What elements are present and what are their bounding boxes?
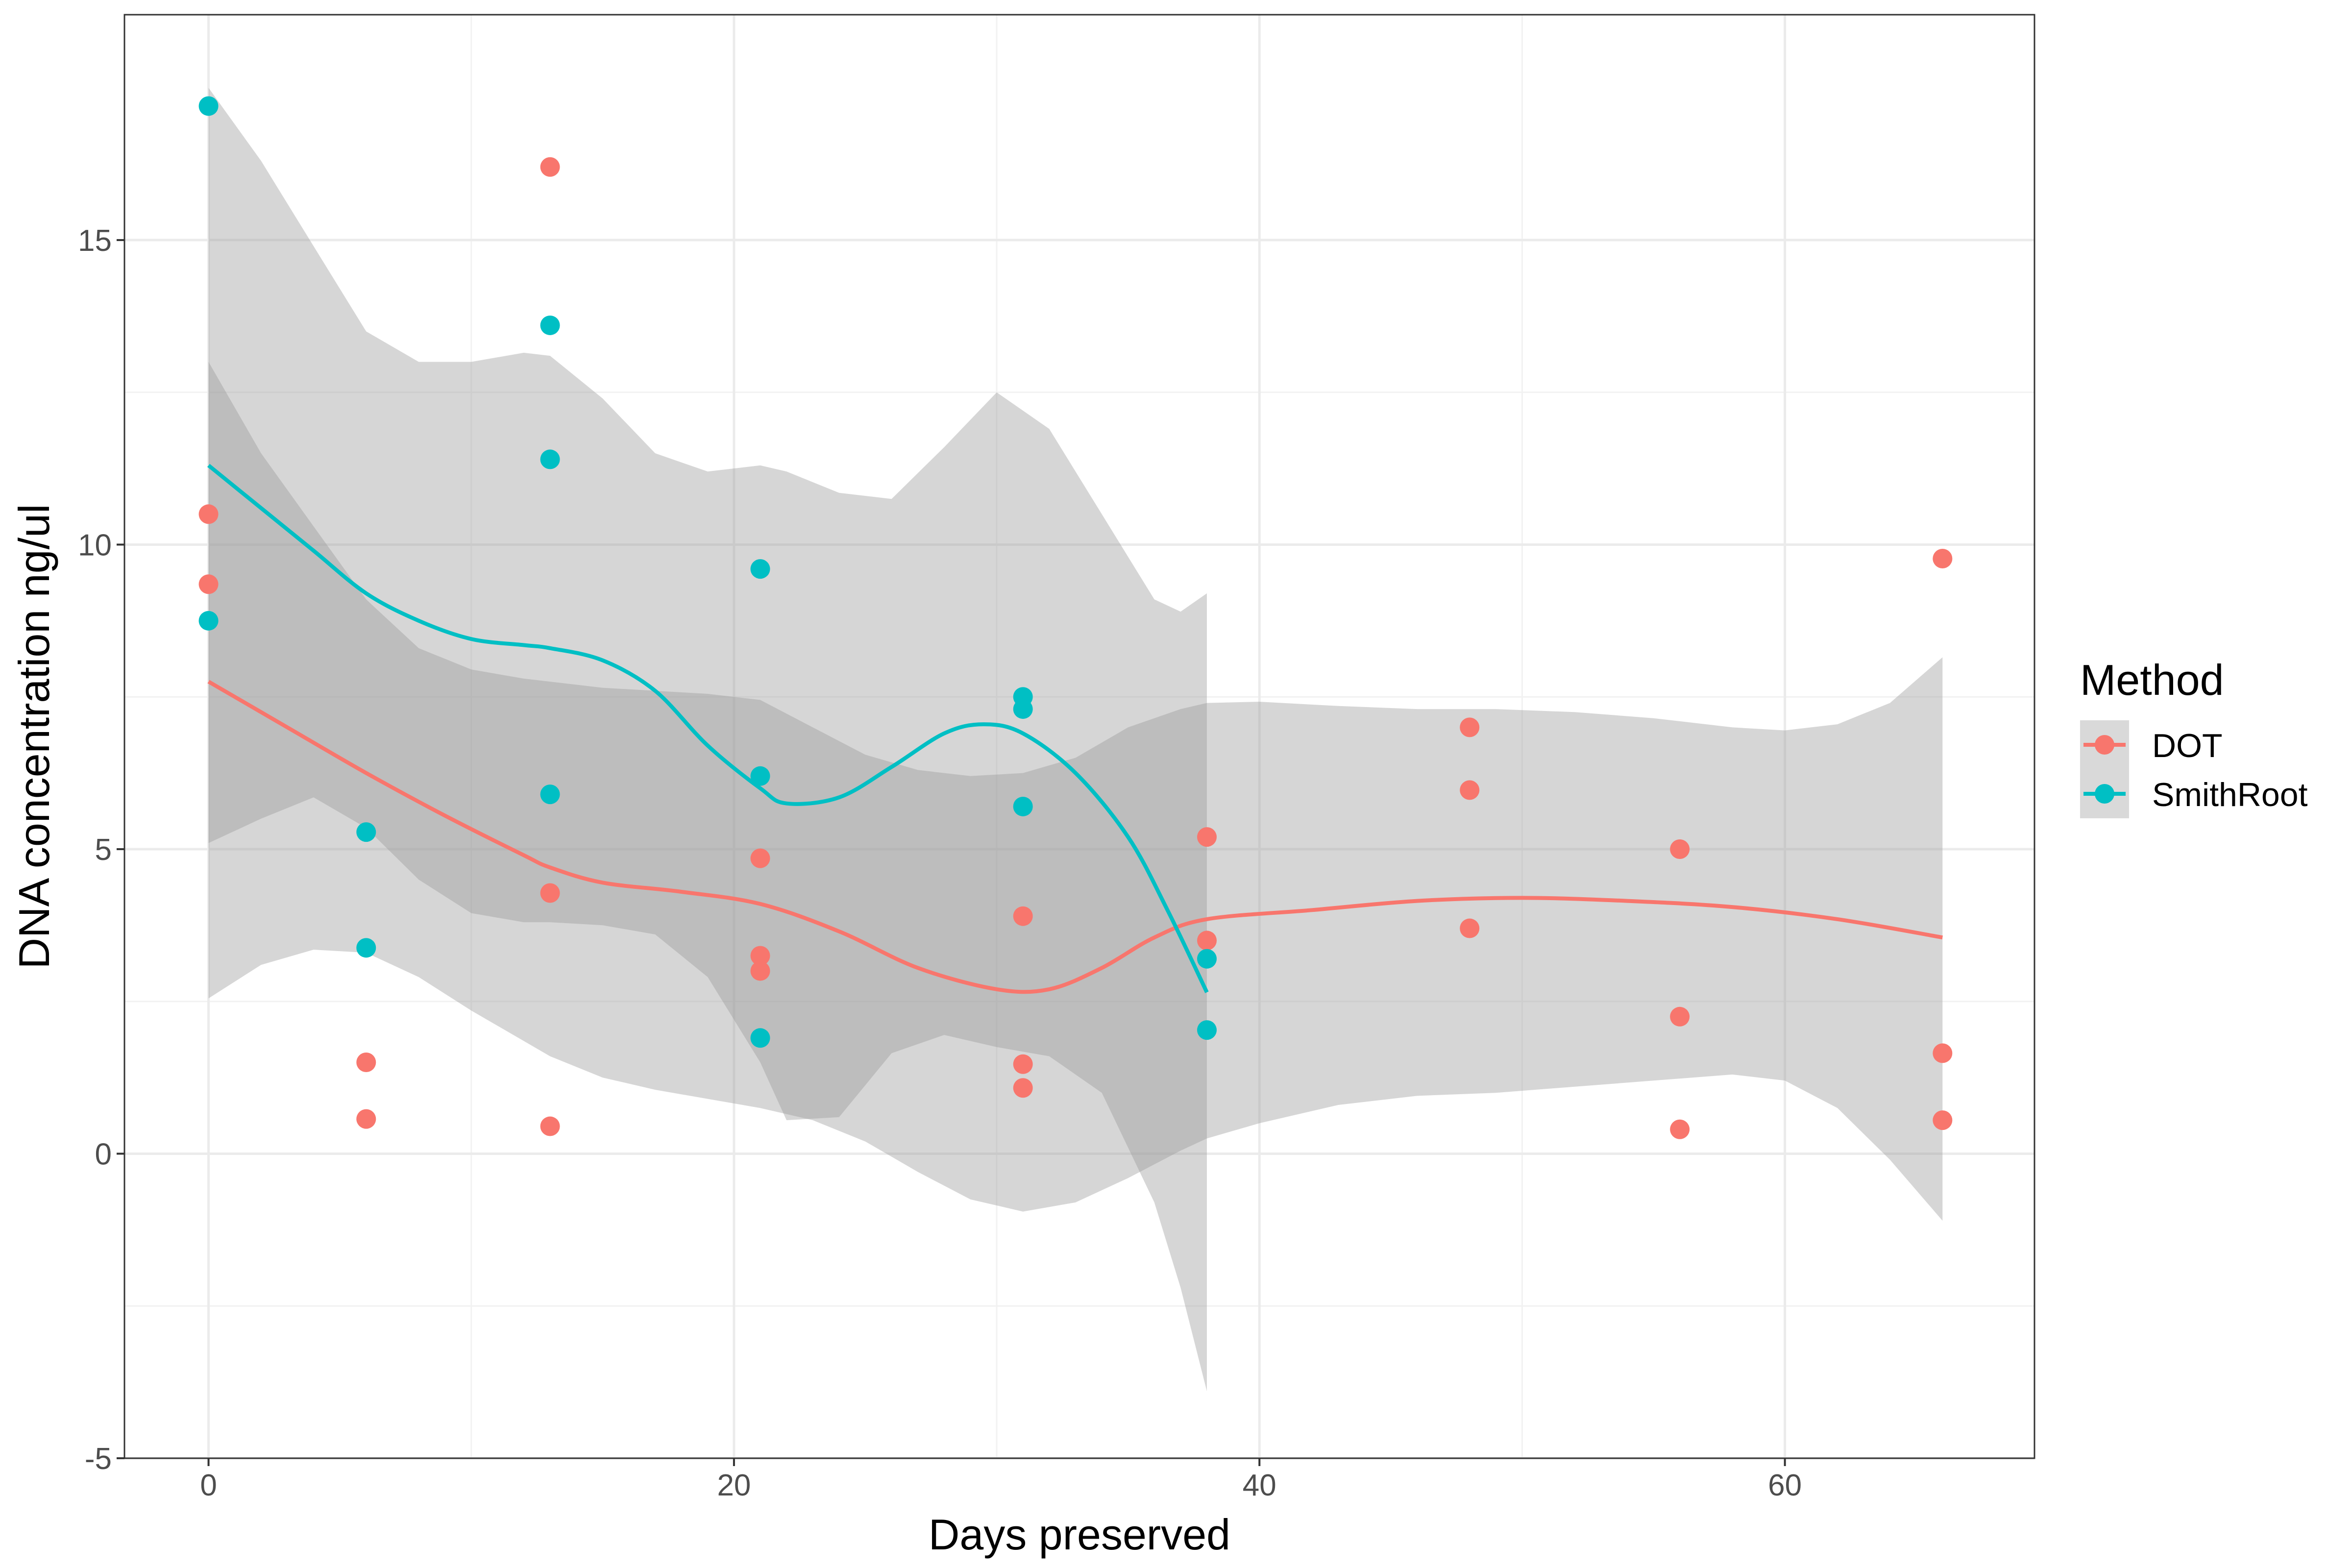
data-point-smithroot — [750, 1028, 770, 1048]
data-point-dot — [198, 574, 219, 594]
data-point-dot — [356, 1109, 376, 1129]
data-point-dot — [1197, 931, 1217, 951]
data-point-smithroot — [1013, 796, 1033, 816]
data-point-dot — [1933, 1110, 1953, 1130]
data-point-dot — [750, 946, 770, 966]
legend-title: Method — [2080, 656, 2224, 704]
y-tick-label: -5 — [85, 1442, 112, 1476]
data-point-dot — [198, 504, 219, 524]
data-point-dot — [356, 1053, 376, 1073]
data-point-smithroot — [540, 784, 560, 805]
data-point-smithroot — [540, 449, 560, 469]
data-point-smithroot — [356, 822, 376, 842]
data-point-smithroot — [750, 766, 770, 786]
x-axis-title: Days preserved — [929, 1510, 1230, 1559]
y-axis: -5 0 5 10 15 — [78, 224, 124, 1476]
data-point-dot — [540, 157, 560, 177]
data-point-smithroot — [198, 611, 219, 631]
y-tick-label: 5 — [95, 833, 112, 867]
grid-minor — [124, 15, 2034, 1458]
y-tick-label: 0 — [95, 1137, 112, 1171]
data-point-dot — [750, 961, 770, 981]
smooth-lines — [207, 464, 1943, 994]
data-point-dot — [540, 1116, 560, 1136]
data-point-dot — [1670, 839, 1690, 859]
data-point-smithroot — [750, 559, 770, 579]
data-point-smithroot — [198, 96, 219, 116]
legend-key-dot-marker — [2095, 735, 2114, 755]
smooth-line-smithroot — [207, 464, 1209, 993]
data-point-smithroot — [356, 938, 376, 958]
legend-item-dot: DOT — [2080, 720, 2223, 769]
x-tick-label: 40 — [1243, 1469, 1276, 1502]
panel-background — [124, 15, 2034, 1458]
data-point-dot — [1197, 827, 1217, 847]
data-point-dot — [1013, 1078, 1033, 1098]
y-axis-title: DNA concentration ng/ul — [10, 504, 58, 969]
x-axis: 0 20 40 60 — [200, 1458, 1802, 1502]
y-tick-label: 10 — [78, 528, 112, 562]
data-point-dot — [1933, 1043, 1953, 1063]
confidence-band-dot — [208, 362, 1943, 1221]
x-tick-label: 60 — [1768, 1469, 1802, 1502]
confidence-bands — [208, 88, 1943, 1392]
data-point-dot — [1670, 1119, 1690, 1139]
y-tick-label: 15 — [78, 224, 112, 258]
x-tick-label: 20 — [717, 1469, 751, 1502]
legend-label-dot: DOT — [2152, 727, 2223, 764]
confidence-band-smithroot — [208, 88, 1207, 1392]
data-point-dot — [1933, 549, 1953, 569]
x-tick-label: 0 — [200, 1469, 217, 1502]
smooth-line-dot — [207, 680, 1943, 994]
data-point-dot — [1670, 1006, 1690, 1027]
data-point-smithroot — [1013, 699, 1033, 719]
data-point-smithroot — [1197, 949, 1217, 969]
legend-item-smithroot: SmithRoot — [2080, 769, 2308, 818]
data-point-dot — [1460, 780, 1480, 800]
legend: Method DOT SmithRoot — [2080, 656, 2308, 818]
legend-key-smithroot-marker — [2095, 784, 2114, 804]
data-point-smithroot — [540, 315, 560, 335]
data-point-dot — [1460, 717, 1480, 737]
data-point-dot — [1013, 906, 1033, 926]
data-points — [198, 96, 1953, 1139]
data-point-dot — [750, 848, 770, 868]
legend-label-smithroot: SmithRoot — [2152, 776, 2308, 813]
data-point-smithroot — [1197, 1020, 1217, 1040]
data-point-dot — [540, 883, 560, 903]
panel-border — [123, 14, 2035, 1459]
data-point-dot — [1460, 918, 1480, 938]
plot-panel — [123, 14, 2035, 1460]
data-point-dot — [1013, 1054, 1033, 1074]
